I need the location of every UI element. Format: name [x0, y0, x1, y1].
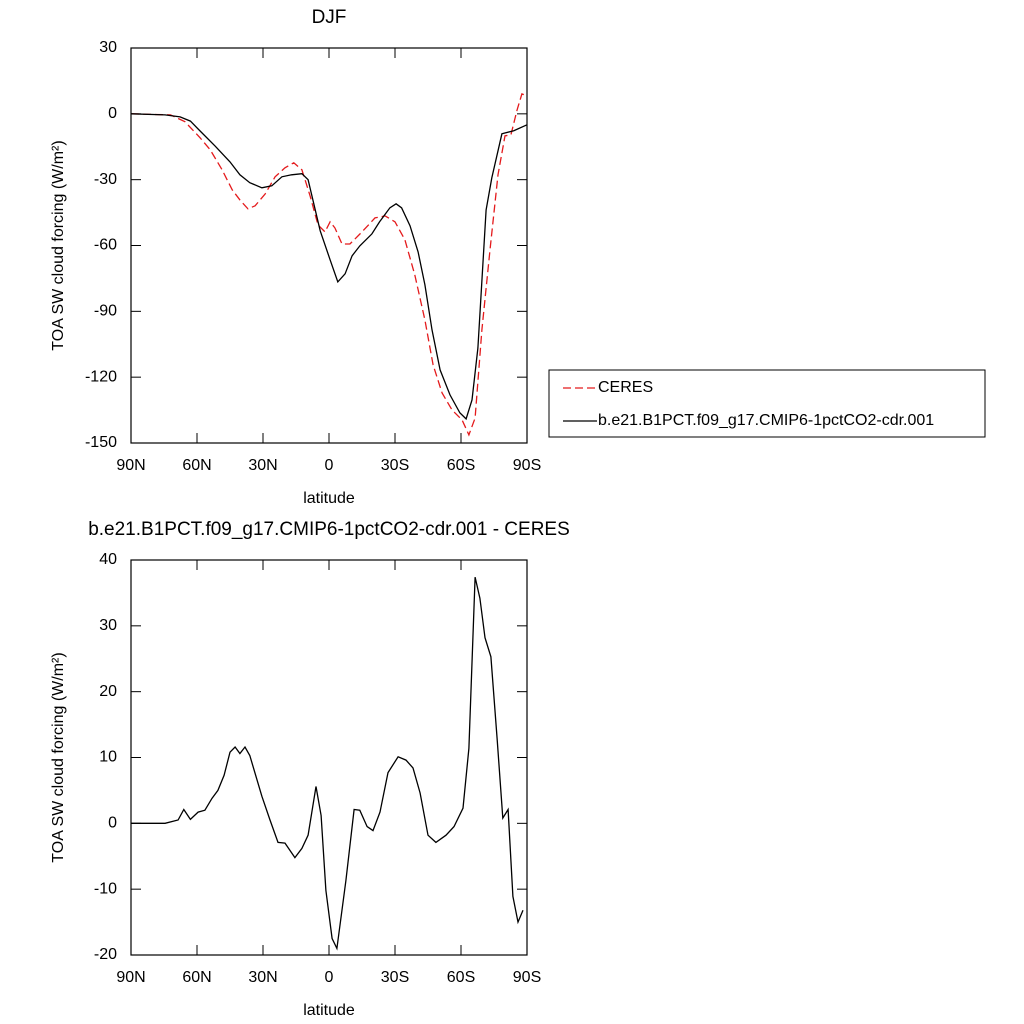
x-tick-label: 30S — [381, 969, 409, 986]
legend-label: b.e21.B1PCT.f09_g17.CMIP6-1pctCO2-cdr.00… — [598, 412, 934, 429]
data-line — [130, 113, 528, 421]
y-tick-label: -20 — [94, 946, 117, 963]
y-tick-label: 0 — [108, 815, 117, 832]
x-tick-label: 90S — [513, 457, 541, 474]
chart-title: DJF — [312, 7, 347, 28]
x-tick-label: 30N — [248, 969, 277, 986]
y-tick-label: -30 — [94, 171, 117, 188]
y-tick-label: 30 — [99, 617, 117, 634]
x-axis-label: latitude — [303, 1002, 355, 1019]
y-tick-label: 0 — [108, 105, 117, 122]
legend-label: CERES — [598, 379, 653, 396]
y-tick-label: 20 — [99, 683, 117, 700]
y-axis-label: TOA SW cloud forcing (W/m²) — [50, 652, 67, 862]
plot-frame — [130, 559, 528, 956]
plot-frame — [130, 47, 528, 444]
y-tick-label: -60 — [94, 237, 117, 254]
data-line — [130, 93, 528, 437]
y-tick-label: -120 — [85, 368, 117, 385]
y-tick-label: 30 — [99, 39, 117, 56]
x-tick-label: 60N — [182, 457, 211, 474]
x-tick-label: 30S — [381, 457, 409, 474]
x-tick-label: 0 — [325, 969, 334, 986]
x-tick-label: 60S — [447, 457, 475, 474]
x-tick-label: 60S — [447, 969, 475, 986]
data-line — [131, 576, 524, 951]
x-tick-label: 90S — [513, 969, 541, 986]
y-tick-label: -150 — [85, 434, 117, 451]
y-tick-label: 10 — [99, 749, 117, 766]
legend: CERES b.e21.B1PCT.f09_g17.CMIP6-1pctCO2-c… — [548, 369, 986, 438]
x-axis-label: latitude — [303, 490, 355, 507]
chart-title: b.e21.B1PCT.f09_g17.CMIP6-1pctCO2-cdr.00… — [88, 519, 570, 540]
y-tick-label: -90 — [94, 303, 117, 320]
x-tick-label: 0 — [325, 457, 334, 474]
legend-box — [548, 369, 986, 438]
x-tick-label: 90N — [116, 969, 145, 986]
y-axis-label: TOA SW cloud forcing (W/m²) — [50, 140, 67, 350]
x-tick-label: 30N — [248, 457, 277, 474]
y-tick-label: 40 — [99, 551, 117, 568]
y-tick-label: -10 — [94, 880, 117, 897]
x-tick-label: 60N — [182, 969, 211, 986]
x-tick-label: 90N — [116, 457, 145, 474]
